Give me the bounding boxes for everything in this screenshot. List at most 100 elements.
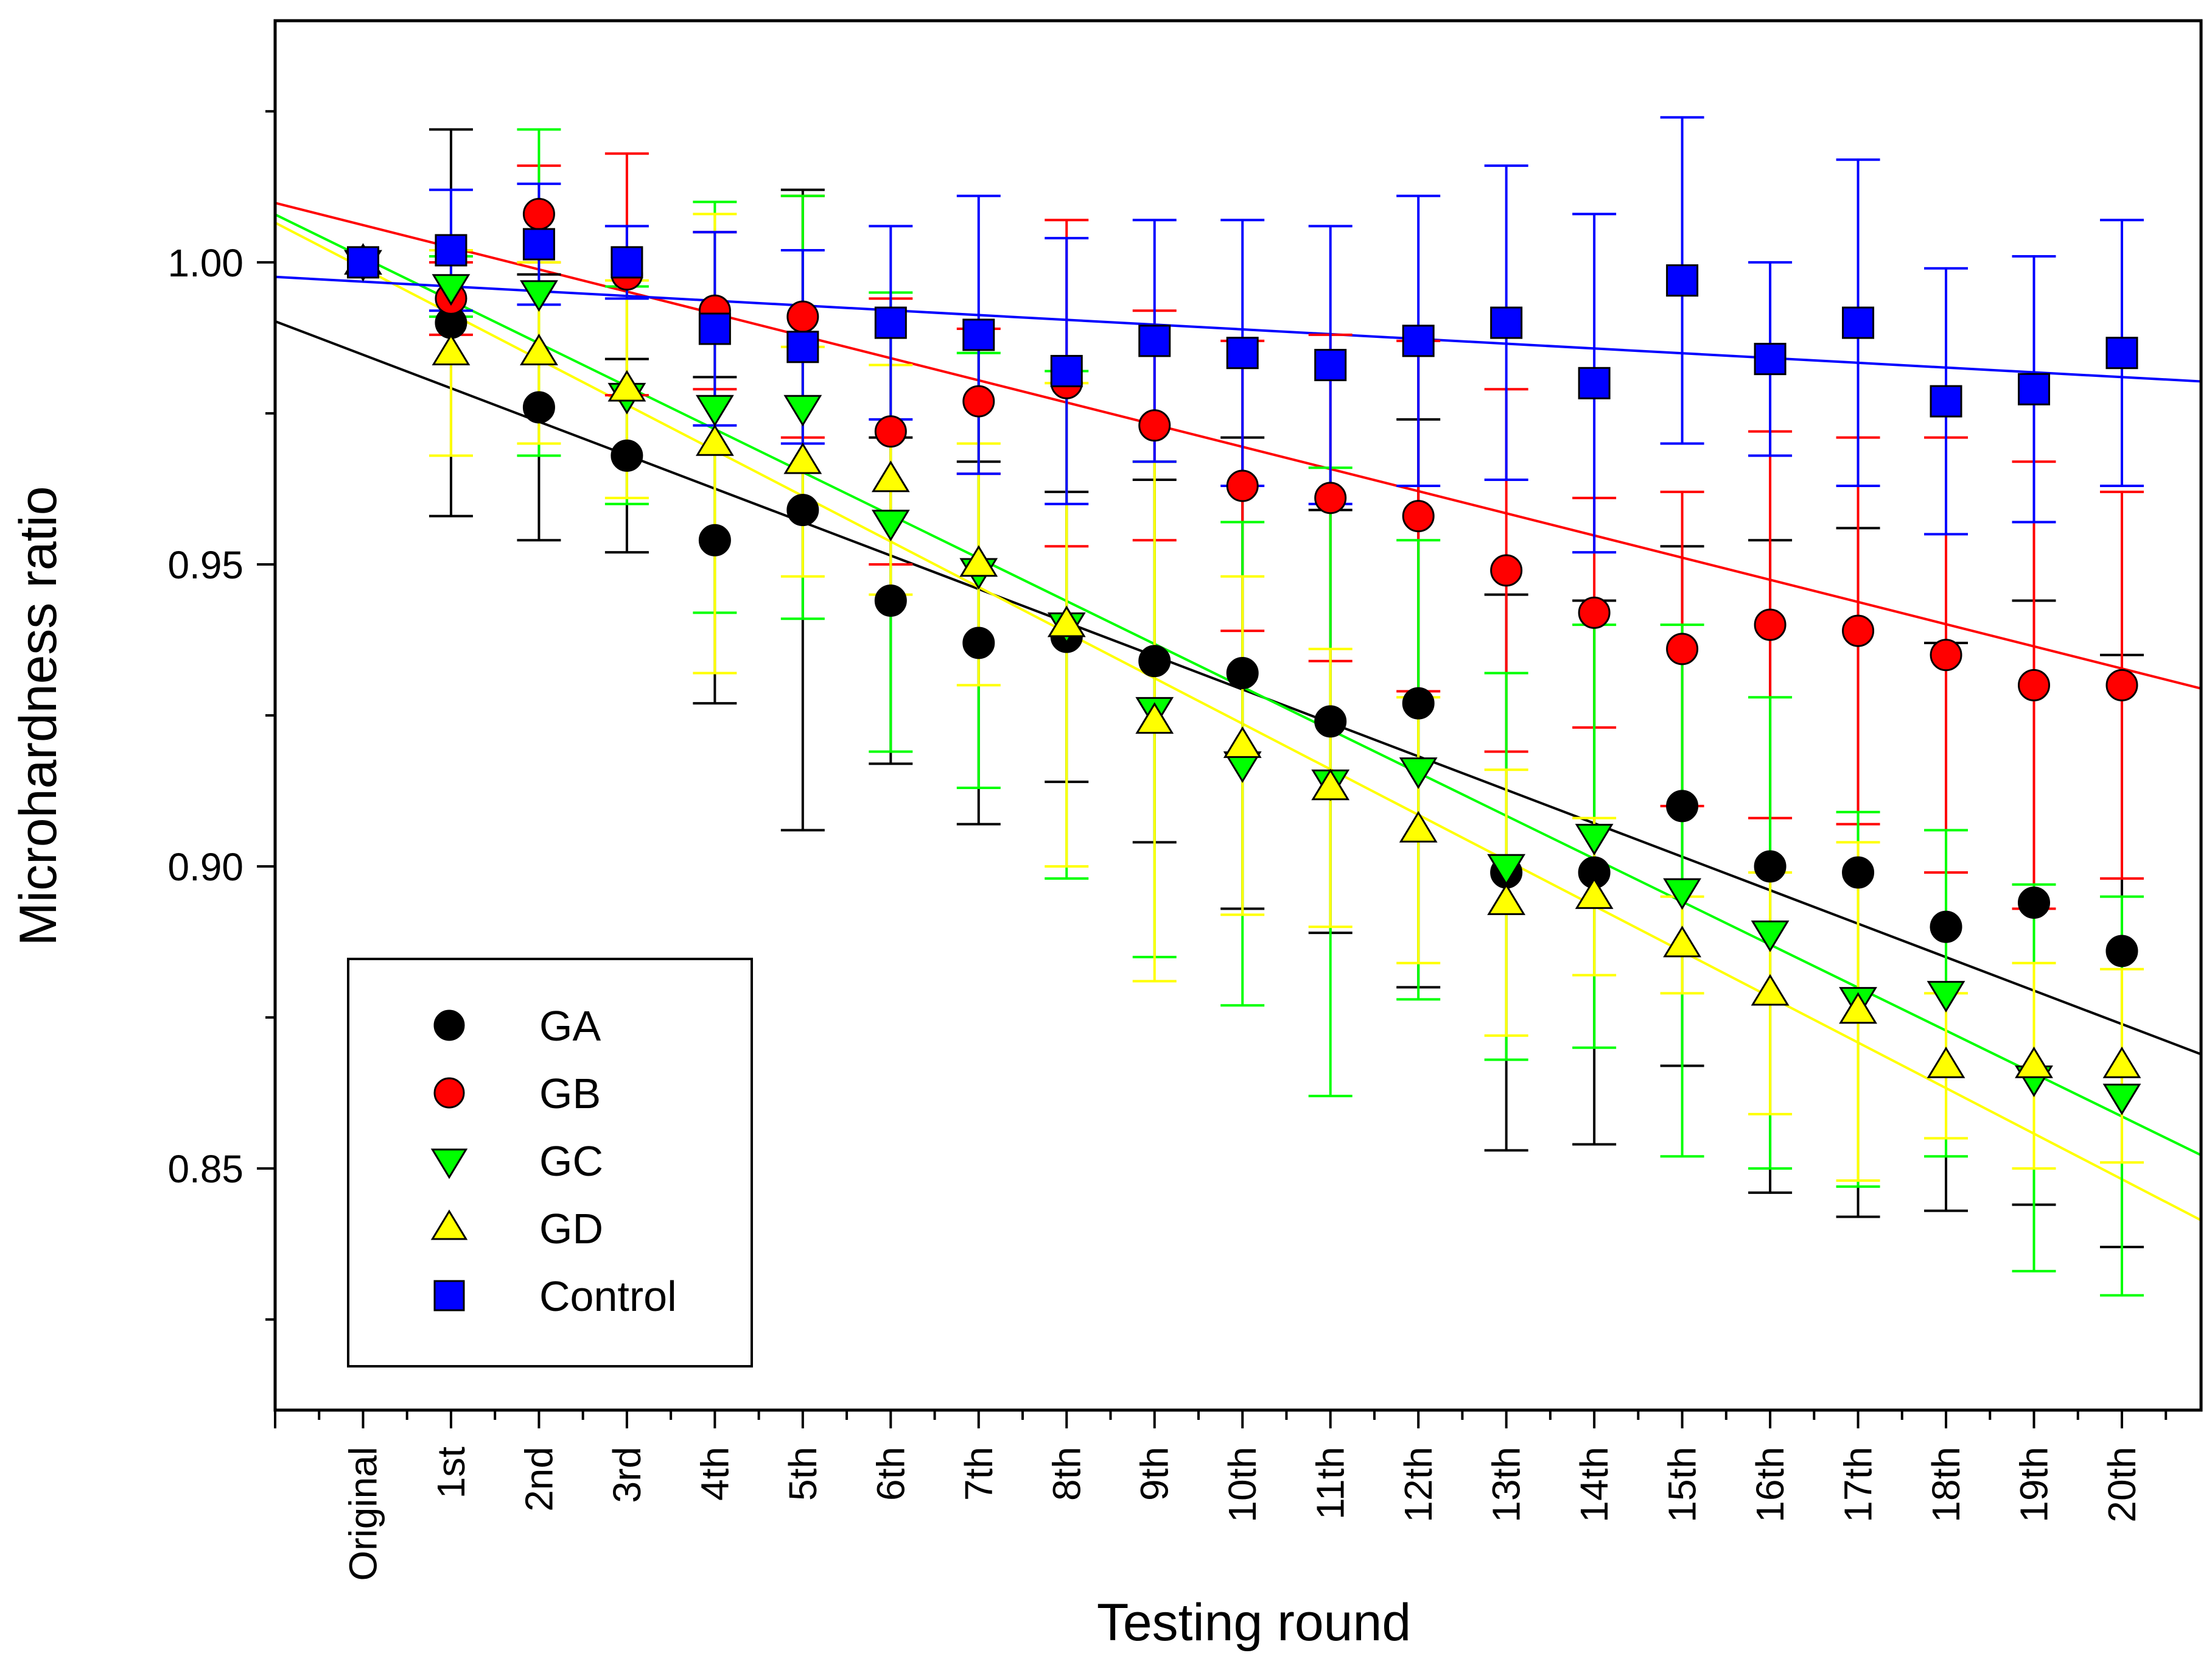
point-gd — [1399, 810, 1438, 843]
point-gc — [783, 395, 822, 427]
point-ga — [1754, 850, 1787, 883]
legend-marker-control — [433, 1280, 465, 1311]
legend-item-ga: GA — [433, 1002, 601, 1050]
x-tick-label: 14th — [1572, 1447, 1616, 1523]
fit-line-control — [275, 275, 2202, 383]
point-control — [1314, 349, 1347, 382]
point-gb — [522, 197, 555, 230]
legend-items: GA GB GC GD Control — [430, 1002, 677, 1320]
point-ga — [1314, 705, 1347, 738]
point-ga — [522, 391, 555, 424]
x-tick-label: 4th — [693, 1447, 737, 1501]
point-gb — [1930, 639, 1962, 672]
point-control — [1138, 325, 1171, 357]
point-gd — [695, 424, 734, 456]
point-gd — [2102, 1046, 2141, 1078]
point-ga — [698, 524, 731, 556]
point-control — [1490, 306, 1523, 339]
point-gb — [1226, 469, 1259, 502]
y-tick-label: 1.00 — [167, 241, 243, 285]
x-tick-label: 16th — [1748, 1447, 1792, 1523]
legend-marker-gd — [430, 1209, 468, 1240]
point-gb — [1314, 482, 1347, 514]
x-tick-label: 2nd — [517, 1447, 561, 1512]
legend-item-gb: GB — [433, 1070, 601, 1117]
point-gb — [1402, 500, 1435, 533]
point-gd — [1839, 992, 1877, 1024]
x-tick-label: 12th — [1396, 1447, 1440, 1523]
point-gb — [1842, 614, 1875, 647]
point-gb — [786, 300, 819, 333]
point-gd — [520, 334, 558, 365]
legend-marker-gb — [433, 1077, 465, 1109]
point-gb — [1138, 409, 1171, 442]
point-control — [1578, 367, 1611, 399]
point-control — [1930, 385, 1962, 418]
x-tick-label: 3rd — [605, 1447, 649, 1503]
point-gd — [783, 442, 822, 474]
point-control — [698, 312, 731, 345]
point-gb — [1666, 633, 1699, 665]
y-tick-label: 0.95 — [167, 543, 243, 587]
point-control — [1666, 264, 1699, 297]
legend-label: GC — [539, 1137, 603, 1185]
point-gc — [2102, 1083, 2141, 1115]
legend: GA GB GC GD Control — [347, 958, 753, 1367]
y-axis-title: Microhardness ratio — [9, 486, 68, 946]
point-gb — [874, 415, 907, 448]
point-gd — [607, 370, 646, 402]
x-tick-label: 18th — [1924, 1447, 1968, 1523]
x-axis-title: Testing round — [1097, 1593, 1411, 1652]
point-gb — [1490, 554, 1523, 587]
point-gd — [1135, 702, 1174, 734]
point-ga — [611, 439, 643, 472]
y-tick-label: 0.85 — [167, 1147, 243, 1191]
y-tick-label: 0.90 — [167, 845, 243, 889]
point-gd — [1663, 925, 1702, 958]
point-control — [1050, 354, 1083, 387]
point-control — [874, 306, 907, 339]
x-tick-label: 19th — [2012, 1447, 2056, 1523]
point-control — [611, 246, 643, 279]
legend-label: GB — [539, 1070, 601, 1117]
legend-label: GD — [539, 1205, 603, 1252]
point-gc — [520, 280, 558, 312]
x-tick-label: 10th — [1220, 1447, 1264, 1523]
point-gc — [1399, 757, 1438, 789]
point-gc — [1751, 920, 1790, 952]
point-ga — [1930, 910, 1962, 943]
point-gb — [1754, 608, 1787, 641]
point-control — [522, 228, 555, 261]
point-ga — [1666, 790, 1699, 823]
point-gd — [1927, 1046, 1965, 1078]
x-tick-label: 13th — [1485, 1447, 1528, 1523]
point-gd — [871, 460, 910, 493]
point-control — [346, 246, 379, 279]
point-gc — [432, 274, 471, 306]
point-control — [1402, 325, 1435, 357]
x-tick-label: Original — [341, 1447, 385, 1581]
legend-item-gc: GC — [430, 1137, 603, 1185]
point-ga — [1138, 645, 1171, 678]
point-control — [2105, 337, 2138, 370]
point-ga — [1402, 687, 1435, 720]
x-axis: Original 1st 2nd 3rd 4th 5th 6th 7th 8th 9th 10th 1… — [274, 1410, 2168, 1581]
point-gd — [1575, 877, 1614, 909]
x-tick-label: 1st — [429, 1447, 473, 1499]
x-tick-label: 20th — [2100, 1447, 2144, 1523]
x-tick-label: 7th — [957, 1447, 1001, 1501]
point-gd — [1223, 726, 1262, 758]
data-points — [344, 197, 2141, 1115]
legend-box — [347, 958, 753, 1367]
y-axis: 0.85 0.90 0.95 1.00 — [167, 110, 275, 1321]
point-ga — [1226, 657, 1259, 690]
point-gc — [695, 395, 734, 427]
x-tick-label: 6th — [869, 1447, 912, 1501]
point-gb — [2105, 669, 2138, 701]
x-tick-label: 11th — [1309, 1447, 1353, 1520]
point-gc — [1927, 981, 1965, 1013]
point-gb — [1578, 596, 1611, 629]
x-tick-label: 8th — [1045, 1447, 1088, 1501]
